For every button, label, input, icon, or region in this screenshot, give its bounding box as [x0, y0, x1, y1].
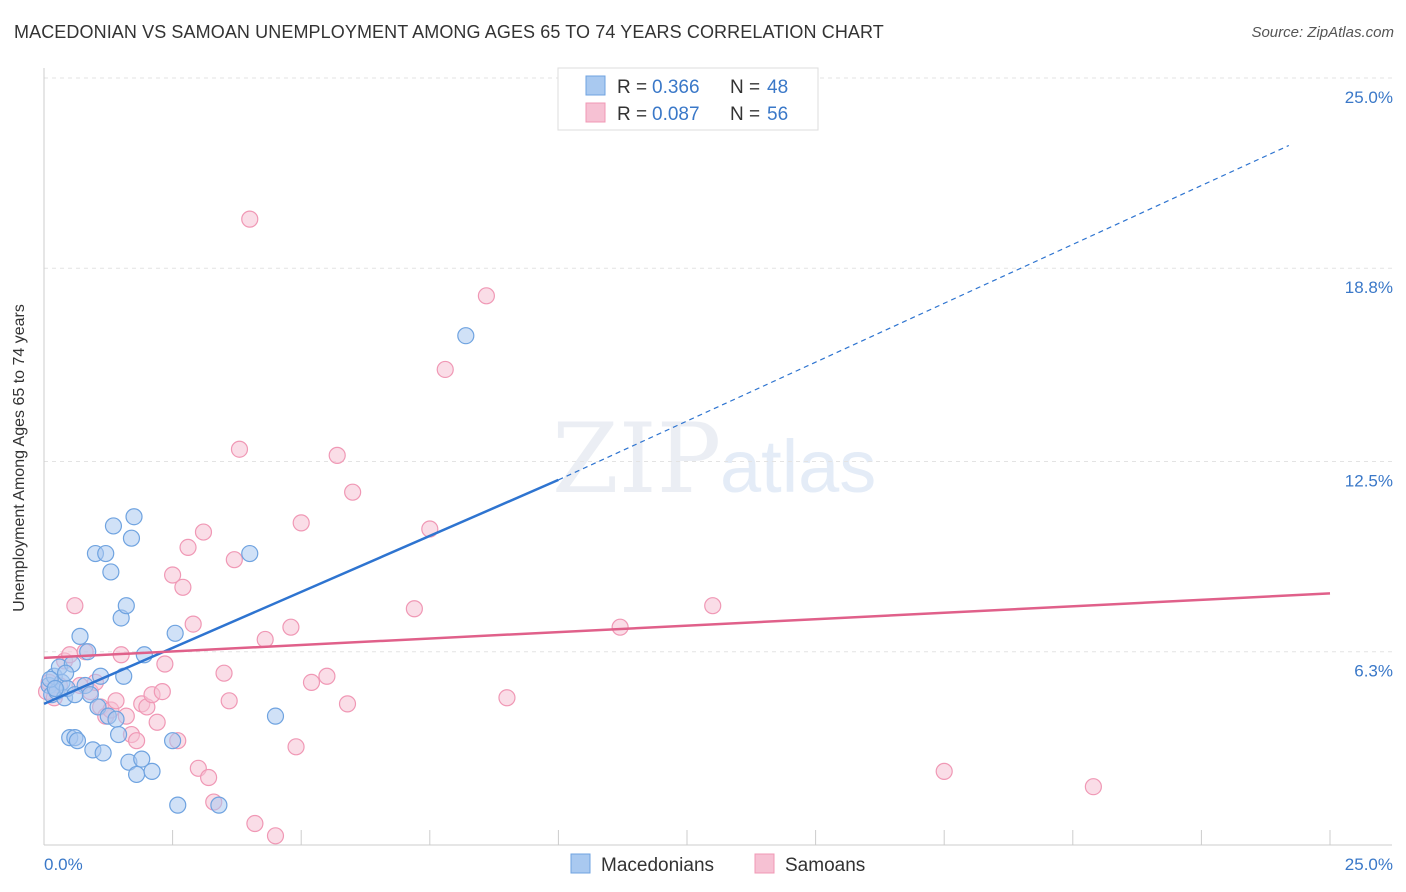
macedonian-point [166, 624, 184, 642]
samoan-point [318, 667, 336, 685]
y-tick-label: 12.5% [1345, 472, 1393, 491]
samoan-point [436, 360, 454, 379]
y-tick-labels: 6.3% 12.5% 18.8% 25.0% [1345, 88, 1393, 681]
macedonian-point [94, 744, 112, 762]
samoans-label: Samoans [785, 855, 865, 876]
chart-title: MACEDONIAN VS SAMOAN UNEMPLOYMENT AMONG … [14, 22, 884, 42]
samoan-point [66, 597, 84, 615]
samoan-point [292, 514, 310, 532]
samoan-point [156, 655, 174, 673]
samoan-point [338, 695, 357, 713]
macedonian-point [68, 732, 87, 750]
macedonian-point [241, 544, 259, 563]
samoan-point [148, 713, 166, 731]
samoan-point [246, 814, 264, 833]
macedonian-point [125, 508, 143, 526]
macedonian-point [164, 732, 182, 750]
legend-n-value-1: 48 [767, 77, 788, 98]
legend-r-value-1: 0.366 [652, 77, 700, 98]
samoan-point [344, 483, 362, 501]
samoan-point [477, 287, 495, 305]
trend-lines [43, 144, 1331, 706]
macedonian-point [71, 627, 89, 645]
macedonians-points [40, 327, 475, 814]
y-tick-label: 18.8% [1345, 278, 1393, 297]
samoan-point [282, 618, 300, 636]
gridlines [44, 77, 1392, 653]
watermark: ZIP atlas [552, 403, 876, 515]
samoan-point [200, 768, 218, 787]
x-axis-ticks [172, 830, 1331, 845]
samoan-point [302, 673, 321, 691]
samoans-points [37, 210, 1102, 845]
macedonians-trend-extension [558, 144, 1290, 481]
legend-r-label-2: R = [617, 104, 647, 125]
series-legend: Macedonians Samoans [570, 853, 865, 876]
macedonian-point [127, 765, 146, 784]
macedonian-point [57, 664, 75, 682]
macedonian-point [104, 517, 123, 535]
macedonian-point [210, 796, 228, 814]
samoans-legend-swatch [585, 102, 606, 123]
samoan-point [179, 538, 197, 557]
macedonian-point [79, 643, 97, 661]
y-tick-label: 25.0% [1345, 88, 1393, 107]
samoan-point [266, 827, 285, 845]
legend-n-value-2: 56 [767, 104, 788, 125]
watermark-zip: ZIP [552, 403, 721, 515]
samoan-point [164, 566, 182, 584]
macedonian-point [117, 597, 135, 615]
samoan-point [220, 692, 238, 710]
samoan-point [194, 523, 213, 541]
samoan-point [225, 551, 243, 569]
samoan-point [935, 762, 953, 780]
macedonian-point [109, 725, 128, 744]
macedonian-point [133, 750, 151, 768]
macedonian-point [122, 529, 141, 547]
macedonian-point [266, 707, 285, 725]
samoan-point [256, 630, 274, 649]
macedonians-label: Macedonians [601, 855, 714, 876]
legend-r-label-1: R = [617, 77, 647, 98]
macedonian-point [107, 710, 125, 728]
samoan-point [287, 738, 305, 756]
samoan-point [174, 578, 192, 596]
legend-n-label-1: N = [730, 77, 760, 98]
samoan-point [230, 440, 249, 458]
samoan-point [611, 618, 629, 636]
legend-n-label-2: N = [730, 104, 760, 125]
stats-legend: R = 0.366 N = 48 R = 0.087 N = 56 [557, 67, 819, 131]
macedonian-point [457, 327, 475, 345]
y-tick-label: 6.3% [1354, 662, 1393, 681]
x-tick-label-max: 25.0% [1345, 855, 1393, 874]
samoans-trend-line [43, 592, 1331, 660]
samoan-point [704, 597, 722, 615]
legend-r-value-2: 0.087 [652, 104, 700, 125]
samoan-point [498, 689, 516, 707]
macedonians-trend-line [43, 478, 559, 706]
macedonians-legend-swatch [585, 75, 606, 96]
samoan-point [328, 446, 346, 464]
x-tick-label-min: 0.0% [44, 855, 83, 874]
macedonians-swatch [570, 853, 591, 874]
chart-source: Source: ZipAtlas.com [1251, 24, 1394, 41]
macedonian-point [143, 762, 161, 780]
samoan-point [241, 210, 259, 228]
macedonian-point [97, 544, 115, 563]
samoan-point [184, 615, 202, 633]
samoans-swatch [754, 853, 775, 874]
samoan-point [127, 732, 146, 750]
watermark-atlas: atlas [720, 425, 876, 508]
macedonian-point [169, 796, 187, 814]
macedonian-point [46, 679, 64, 698]
samoan-point [107, 692, 125, 710]
samoan-point [153, 682, 171, 701]
samoan-point [405, 600, 423, 618]
macedonian-point [102, 563, 120, 581]
samoan-point [1084, 778, 1102, 796]
samoan-point [215, 664, 233, 682]
